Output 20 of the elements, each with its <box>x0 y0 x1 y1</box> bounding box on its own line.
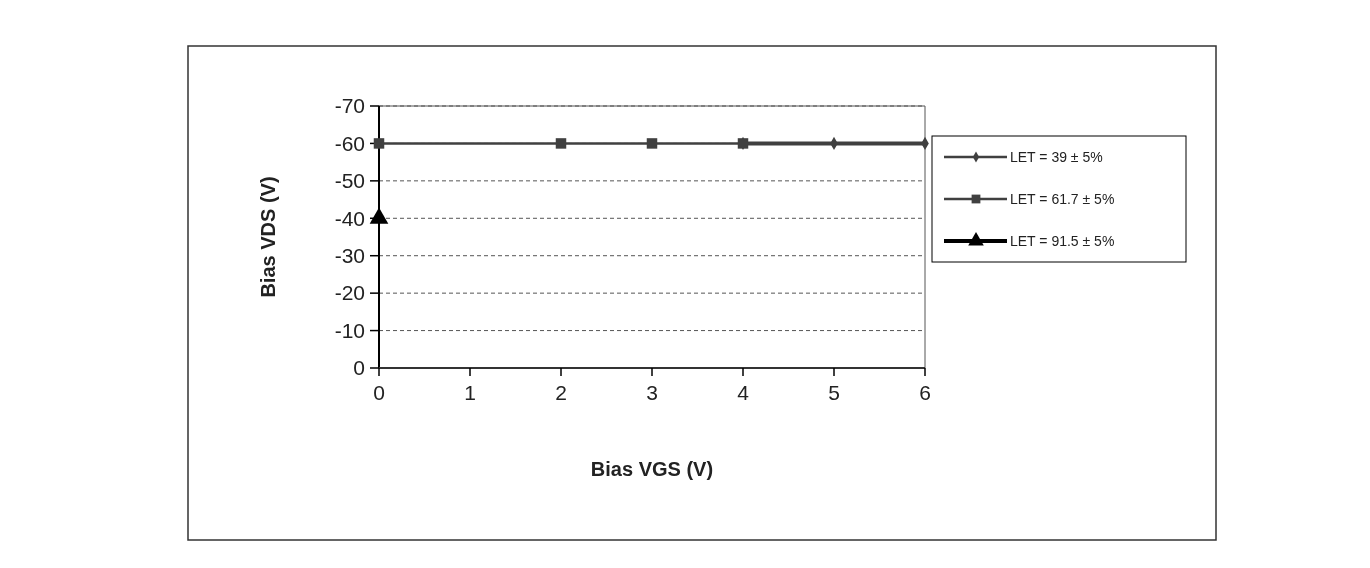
legend-label: LET = 39 ± 5% <box>1010 148 1103 165</box>
x-tick-label: 0 <box>373 381 385 404</box>
y-tick-label: -60 <box>334 131 365 155</box>
y-tick-label: -10 <box>334 318 365 342</box>
x-tick-label: 1 <box>464 381 476 404</box>
x-axis-title: Bias VGS (V) <box>590 458 714 480</box>
x-tick-label: 4 <box>737 381 750 404</box>
y-axis-title: Bias VDS (V) <box>257 176 279 298</box>
y-tick-label: -50 <box>334 169 365 193</box>
x-tick-label: 2 <box>555 381 567 404</box>
x-tick-label: 3 <box>646 381 658 404</box>
legend-label: LET = 61.7 ± 5% <box>1010 190 1115 207</box>
y-tick-label: -40 <box>334 206 365 230</box>
y-tick-label: -20 <box>334 281 365 305</box>
y-tick-label: -30 <box>334 244 365 268</box>
y-tick-label: 0 <box>353 356 365 380</box>
x-tick-label: 6 <box>919 381 931 404</box>
y-tick-label: -70 <box>334 94 365 118</box>
x-tick-label: 5 <box>828 381 840 404</box>
legend-label: LET = 91.5 ± 5% <box>1010 232 1115 249</box>
